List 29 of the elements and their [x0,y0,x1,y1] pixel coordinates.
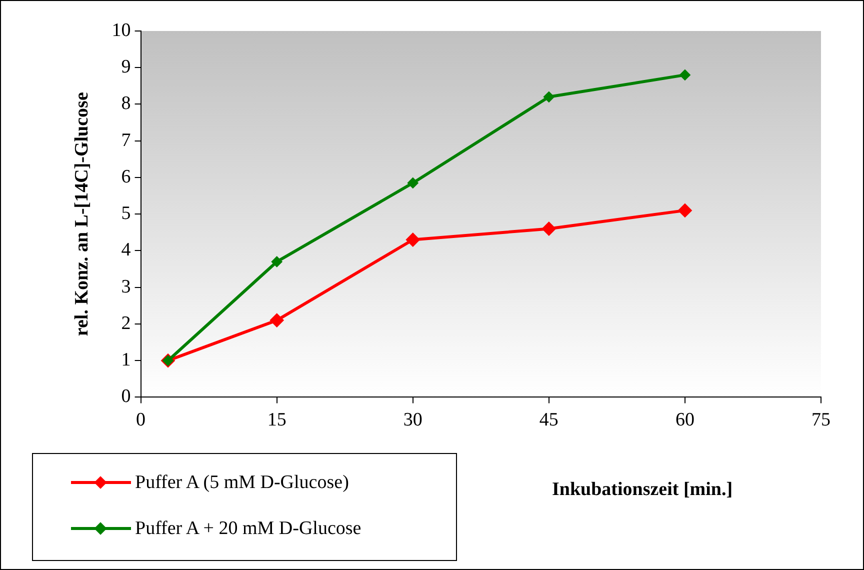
legend-label: Puffer A + 20 mM D-Glucose [135,518,362,540]
x-tick-label: 0 [136,410,146,431]
x-tick-label: 45 [539,410,558,431]
point [678,203,692,218]
x-tick-label: 75 [812,410,830,431]
x-tick-label: 30 [403,410,422,431]
y-axis-title: rel. Konz. an L-[14C]-Glucose [71,92,92,336]
point [407,177,418,188]
point [679,69,690,80]
y-tick-label: 3 [121,276,131,298]
point [542,222,556,236]
point [271,256,282,268]
y-tick-label: 8 [121,93,131,114]
y-tick-label: 7 [121,130,131,151]
x-tick-label: 60 [675,410,694,431]
legend-label: Puffer A (5 mM D-Glucose) [135,472,349,494]
y-tick-label: 5 [121,203,131,224]
x-tick-label: 15 [267,410,286,431]
y-tick-label: 0 [121,386,131,408]
point [270,313,284,328]
y-tick-label: 2 [121,312,131,334]
y-tick-label: 6 [121,166,131,188]
y-tick-label: 1 [121,350,131,371]
point [543,91,554,102]
y-tick-label: 9 [121,56,131,78]
x-axis-title: Inkubationszeit [min.] [552,479,733,501]
point [406,232,420,247]
y-tick-label: 10 [112,20,131,41]
y-tick-label: 4 [121,240,132,261]
